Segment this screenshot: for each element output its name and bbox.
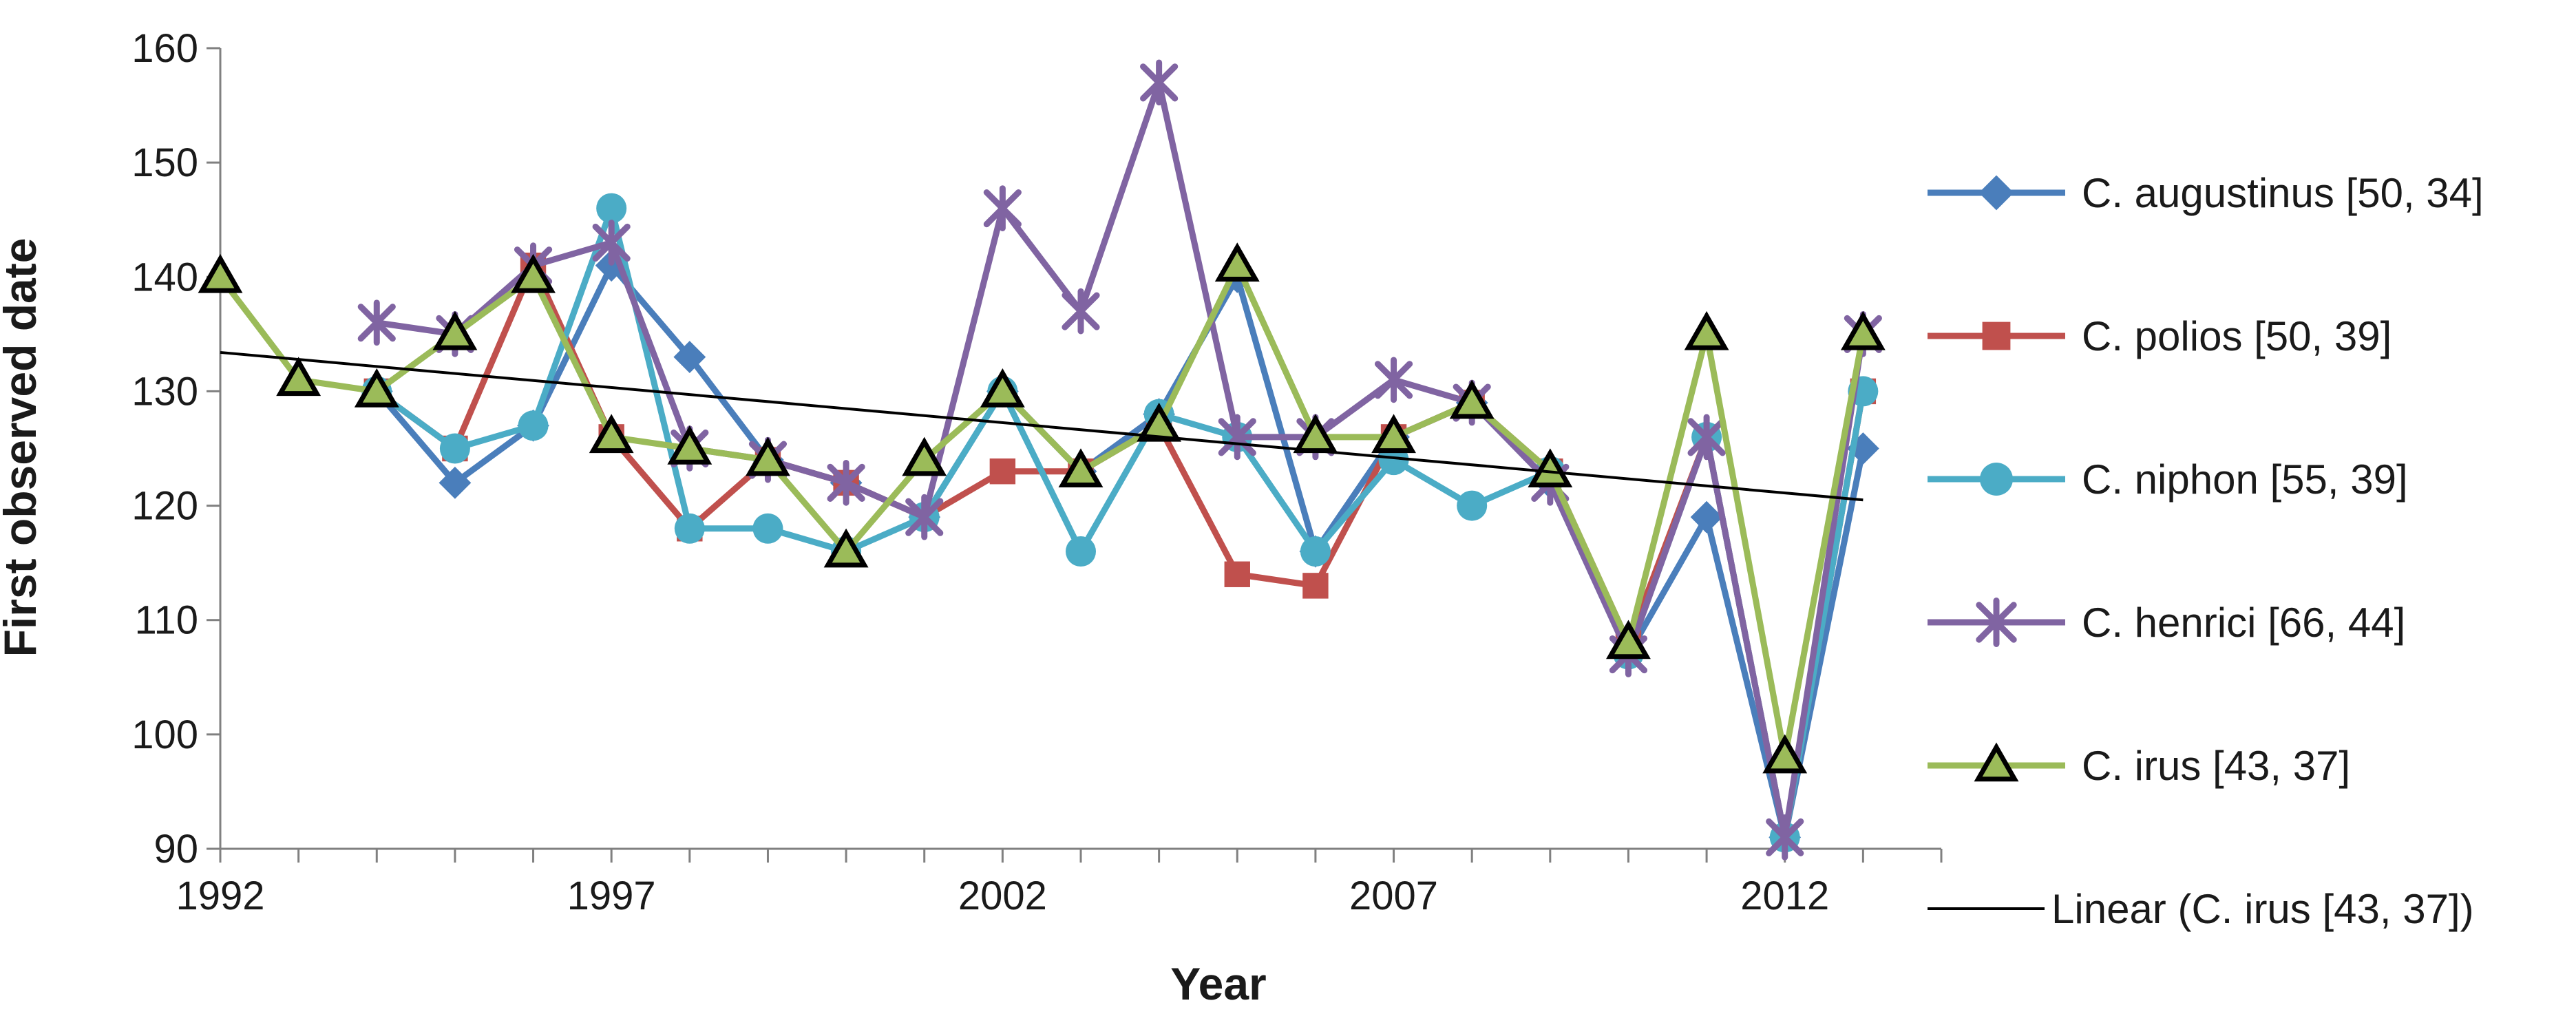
- x-tick-label: 2002: [958, 874, 1047, 918]
- data-point: [1224, 561, 1250, 587]
- data-point: [1766, 814, 1804, 860]
- data-point: [1690, 500, 1723, 534]
- legend-swatch-marker: [1978, 175, 2014, 211]
- legend-label: Linear (C. irus [43, 37]): [2051, 886, 2474, 932]
- y-tick-label: 130: [131, 369, 198, 414]
- series-markers: [357, 59, 1882, 860]
- data-point: [1371, 414, 1416, 454]
- y-tick-label: 100: [131, 712, 198, 757]
- y-axis-ticks: 90 100 110 120 130 140 150 160: [131, 26, 220, 872]
- series-line: [376, 79, 1866, 841]
- data-point: [746, 436, 790, 476]
- data-point: [673, 341, 706, 373]
- x-tick-label: 1992: [176, 874, 264, 918]
- series-3: [357, 59, 1882, 860]
- legend-label: C. henrici [66, 44]: [2082, 600, 2405, 646]
- series-4: [198, 242, 1886, 774]
- data-point: [1062, 288, 1100, 335]
- series-line: [374, 205, 1866, 841]
- data-point: [432, 310, 478, 350]
- data-point: [198, 253, 243, 293]
- data-point: [357, 299, 396, 346]
- data-point: [902, 436, 947, 476]
- legend-item: C. augustinus [50, 34]: [1928, 170, 2484, 216]
- data-point: [674, 513, 705, 544]
- x-tick-label: 2012: [1740, 874, 1829, 918]
- data-point: [1684, 310, 1729, 350]
- y-axis-title: First observed date: [0, 238, 45, 657]
- x-axis-title: Year: [1170, 958, 1266, 1009]
- data-point: [1606, 620, 1651, 659]
- data-point: [1140, 59, 1179, 106]
- data-point: [1214, 242, 1260, 282]
- data-point: [439, 466, 472, 499]
- series-layer: [198, 59, 1886, 860]
- data-point: [1840, 310, 1886, 350]
- data-point: [1374, 357, 1413, 403]
- series-line: [374, 262, 1866, 841]
- data-point: [989, 458, 1016, 485]
- data-point: [983, 185, 1022, 231]
- data-point: [823, 528, 869, 568]
- data-point: [1457, 490, 1488, 521]
- x-axis-ticks: 1992 1997 2002 2007 2012: [176, 849, 1943, 918]
- legend-swatch-marker: [1974, 742, 2019, 782]
- data-point: [1058, 448, 1104, 488]
- legend-item: C. henrici [66, 44]: [1928, 598, 2405, 647]
- data-point: [276, 357, 321, 397]
- data-point: [354, 368, 399, 408]
- legend: C. augustinus [50, 34] C. polios [50, 39]…: [1928, 170, 2484, 932]
- y-tick-label: 110: [135, 598, 198, 643]
- data-point: [1687, 414, 1726, 461]
- data-point: [1137, 402, 1182, 442]
- data-point: [589, 414, 634, 454]
- y-tick-label: 160: [131, 26, 198, 71]
- data-point: [1218, 414, 1256, 461]
- data-point: [439, 433, 470, 464]
- x-tick-label: 2007: [1349, 874, 1438, 918]
- data-point: [1528, 448, 1573, 488]
- series-markers: [198, 242, 1886, 774]
- data-point: [1300, 536, 1331, 567]
- y-tick-label: 140: [131, 255, 198, 299]
- trendline: [220, 350, 1864, 502]
- data-point: [980, 368, 1025, 408]
- legend-swatch-marker: [1980, 463, 2013, 496]
- data-point: [1449, 379, 1495, 419]
- y-tick-label: 90: [154, 827, 198, 872]
- y-tick-label: 150: [131, 140, 198, 185]
- legend-item: C. polios [50, 39]: [1928, 313, 2392, 359]
- data-point: [1762, 734, 1808, 774]
- data-point: [596, 193, 627, 224]
- legend-swatch-marker: [1976, 598, 2017, 647]
- data-point: [752, 513, 783, 544]
- series-markers: [361, 193, 1879, 853]
- data-point: [511, 253, 556, 293]
- series-line: [218, 262, 1866, 761]
- data-point: [667, 425, 712, 465]
- legend-label: C. irus [43, 37]: [2082, 743, 2350, 789]
- series-line: [374, 262, 1866, 841]
- y-tick-label: 120: [131, 484, 198, 529]
- legend-swatch-marker: [1982, 321, 2011, 350]
- legend-item: C. irus [43, 37]: [1928, 742, 2350, 789]
- series-2: [361, 193, 1879, 853]
- legend-label: C. niphon [55, 39]: [2082, 456, 2408, 503]
- legend-label: C. augustinus [50, 34]: [2082, 170, 2484, 216]
- data-point: [518, 410, 549, 441]
- data-point: [827, 459, 865, 506]
- x-tick-label: 1997: [567, 874, 656, 918]
- legend-label: C. polios [50, 39]: [2082, 313, 2392, 359]
- legend-item: C. niphon [55, 39]: [1928, 456, 2408, 503]
- legend-item: Linear (C. irus [43, 37]): [1928, 886, 2474, 932]
- data-point: [1066, 536, 1096, 567]
- data-point: [1302, 573, 1329, 599]
- data-point: [905, 494, 944, 540]
- data-point: [592, 220, 631, 266]
- trendline-layer: [220, 350, 1864, 502]
